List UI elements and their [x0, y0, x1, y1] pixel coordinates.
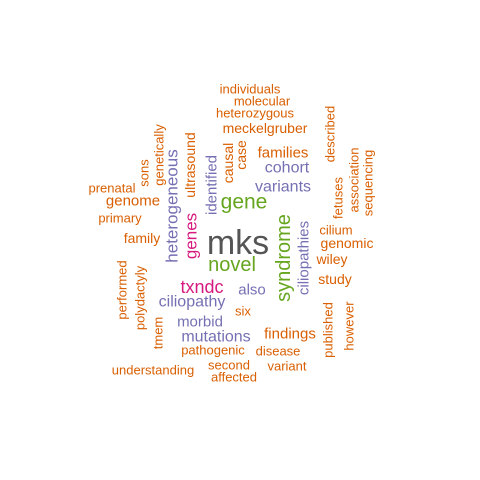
word-ciliopathies: ciliopathies	[296, 221, 313, 295]
word-sons: sons	[137, 159, 152, 187]
word-pathogenic: pathogenic	[181, 343, 245, 358]
word-novel: novel	[208, 254, 256, 276]
word-mks: mks	[207, 224, 269, 262]
word-family: family	[124, 230, 161, 246]
word-genome: genome	[106, 193, 160, 210]
word-identified: identified	[204, 155, 221, 215]
word-genomic: genomic	[321, 235, 374, 251]
word-families: families	[258, 145, 309, 162]
word-understanding: understanding	[112, 363, 194, 378]
word-study: study	[318, 271, 351, 287]
word-ultrasound: ultrasound	[182, 132, 198, 197]
word-txndc: txndc	[180, 277, 223, 297]
word-meckelgruber: meckelgruber	[223, 120, 308, 136]
word-second: second	[208, 358, 250, 373]
word-sequencing: sequencing	[361, 150, 376, 217]
word-tmem: tmem	[151, 317, 166, 350]
word-ciliopathy: ciliopathy	[159, 294, 226, 311]
word-variant: variant	[267, 359, 306, 374]
word-genes: genes	[182, 213, 201, 259]
word-syndrome: syndrome	[273, 214, 295, 302]
word-fetuses: fetuses	[331, 177, 346, 219]
word-morbid: morbid	[177, 314, 223, 331]
word-described: described	[323, 106, 338, 162]
word-mutations: mutations	[181, 329, 250, 346]
word-six: six	[235, 304, 251, 319]
word-polydactyly: polydactyly	[133, 265, 148, 330]
word-cohort: cohort	[265, 160, 310, 177]
word-also: also	[238, 282, 266, 299]
word-heterogeneous: heterogeneous	[163, 149, 182, 262]
word-prenatal: prenatal	[89, 181, 136, 196]
word-cilium: cilium	[319, 223, 352, 238]
word-genetically: genetically	[152, 124, 167, 186]
word-causal: causal	[220, 143, 236, 183]
word-primary: primary	[98, 211, 142, 226]
word-case: case	[233, 140, 249, 170]
word-performed: performed	[115, 260, 130, 319]
word-gene: gene	[221, 191, 268, 214]
word-however: however	[342, 301, 357, 351]
word-wiley: wiley	[315, 251, 347, 267]
word-association: association	[347, 147, 362, 212]
word-findings: findings	[264, 326, 316, 343]
word-molecular: molecular	[234, 94, 291, 109]
word-variants: variants	[255, 179, 311, 196]
word-disease: disease	[256, 344, 301, 359]
word-affected: affected	[211, 370, 257, 385]
word-published: published	[321, 302, 336, 358]
word-individuals: individuals	[220, 82, 281, 97]
word-heterozygous: heterozygous	[216, 106, 295, 121]
